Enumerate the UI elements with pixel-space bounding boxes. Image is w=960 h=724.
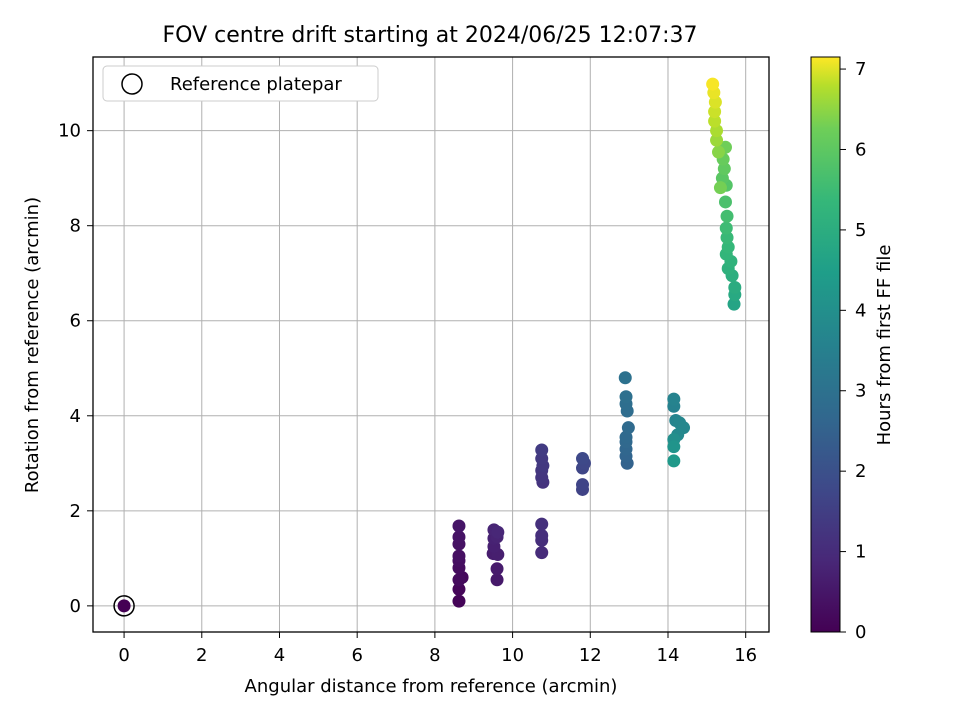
- data-point: [720, 231, 734, 245]
- data-point: [667, 440, 681, 454]
- data-points: [113, 77, 742, 617]
- data-point: [576, 452, 590, 466]
- plot-frame: [92, 56, 770, 633]
- y-axis-ticks: 0 2 4 6 8 10: [58, 121, 93, 617]
- y-tick-label: 8: [70, 216, 81, 237]
- data-point: [717, 162, 731, 176]
- x-axis-label: Angular distance from reference (arcmin): [245, 676, 618, 697]
- data-point: [708, 105, 722, 119]
- data-point: [721, 240, 735, 254]
- x-tick-label: 16: [734, 645, 757, 666]
- data-point: [728, 280, 742, 294]
- data-point: [117, 599, 131, 613]
- data-point: [576, 478, 590, 492]
- data-point: [452, 582, 466, 596]
- data-point: [718, 195, 732, 209]
- x-axis-ticks: 0 2 4 6 8 10 12 14 16: [118, 632, 757, 666]
- x-tick-label: 14: [657, 645, 680, 666]
- data-point: [713, 181, 727, 195]
- x-tick-label: 12: [579, 645, 602, 666]
- data-point: [535, 517, 549, 531]
- data-point: [535, 529, 549, 543]
- colorbar-ticks: 0 1 2 3 4 5 6 7: [840, 59, 866, 643]
- data-point: [535, 443, 549, 457]
- grid-lines: [93, 57, 769, 632]
- colorbar-tick-label: 7: [855, 59, 866, 80]
- data-point: [711, 145, 725, 159]
- data-point: [667, 392, 681, 406]
- colorbar-tick-label: 0: [855, 622, 866, 643]
- data-point: [618, 371, 632, 385]
- data-point: [490, 573, 504, 587]
- data-point: [708, 114, 722, 128]
- colorbar-tick-label: 2: [855, 461, 866, 482]
- colorbar-tick-label: 6: [855, 139, 866, 160]
- data-point: [621, 421, 635, 435]
- y-tick-label: 0: [70, 596, 81, 617]
- y-tick-label: 2: [70, 501, 81, 522]
- data-point: [490, 562, 504, 576]
- data-point: [452, 594, 466, 608]
- data-point: [727, 297, 741, 311]
- data-point: [720, 209, 734, 223]
- y-axis-label: Rotation from reference (arcmin): [22, 197, 43, 493]
- y-tick-label: 4: [70, 406, 81, 427]
- data-point: [667, 454, 681, 468]
- data-point: [535, 546, 549, 560]
- y-tick-label: 6: [70, 311, 81, 332]
- legend-box: [102, 65, 379, 102]
- legend-marker-reference: [121, 73, 143, 95]
- x-tick-label: 4: [274, 645, 285, 666]
- legend: Reference platepar: [102, 65, 379, 102]
- x-tick-label: 8: [429, 645, 440, 666]
- data-point: [491, 525, 505, 539]
- y-tick-label: 10: [58, 121, 81, 142]
- data-point: [452, 530, 466, 544]
- x-tick-label: 10: [501, 645, 524, 666]
- data-point: [719, 221, 733, 235]
- colorbar-tick-label: 3: [855, 381, 866, 402]
- x-tick-label: 6: [351, 645, 362, 666]
- colorbar-tick-label: 1: [855, 542, 866, 563]
- x-tick-label: 0: [118, 645, 129, 666]
- data-point: [452, 519, 466, 533]
- data-point: [710, 133, 724, 147]
- colorbar-gradient: [810, 56, 841, 633]
- legend-label-reference: Reference platepar: [170, 74, 342, 95]
- data-point: [619, 390, 633, 404]
- colorbar-label: Hours from first FF file: [874, 245, 895, 446]
- colorbar: 0 1 2 3 4 5 6 7 Hours from first FF file: [810, 56, 895, 643]
- data-point: [452, 549, 466, 563]
- data-point: [452, 573, 466, 587]
- data-point: [706, 77, 720, 91]
- colorbar-tick-label: 5: [855, 220, 866, 241]
- colorbar-tick-label: 4: [855, 300, 866, 321]
- reference-platepar-marker: [113, 595, 135, 617]
- x-tick-label: 2: [196, 645, 207, 666]
- chart-title: FOV centre drift starting at 2024/06/25 …: [163, 23, 698, 48]
